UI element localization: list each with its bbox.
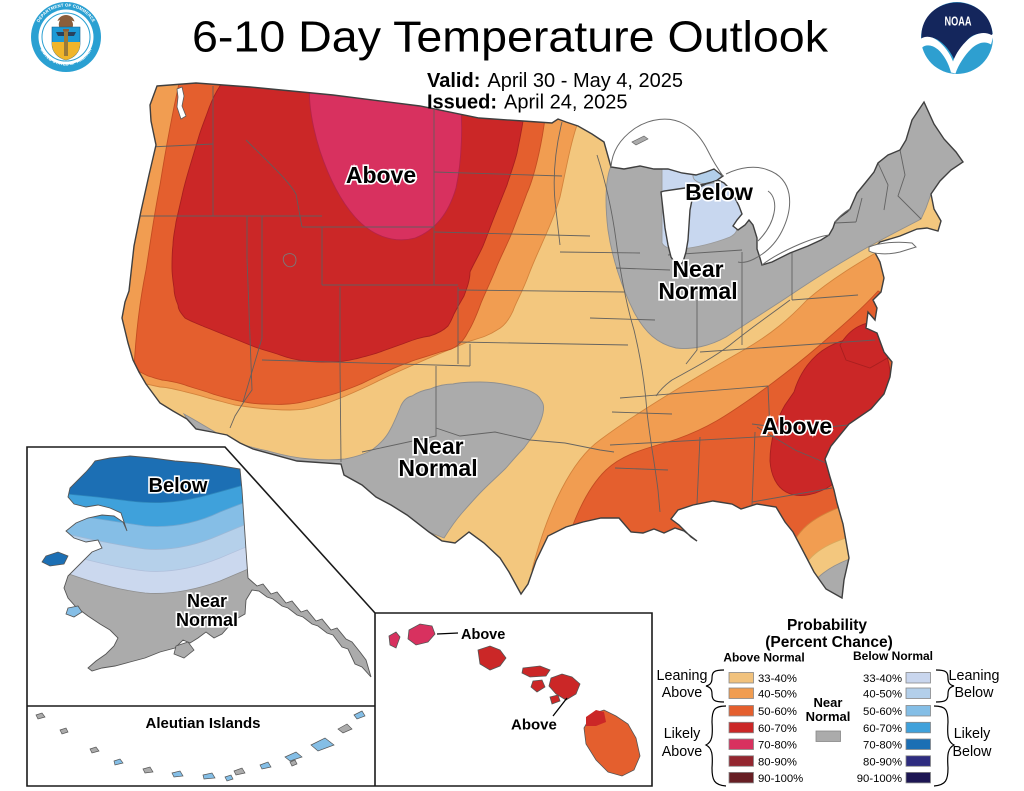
svg-text:90-100%: 90-100% (758, 773, 803, 785)
svg-text:Below: Below (149, 475, 208, 497)
svg-text:Leaning: Leaning (949, 668, 1000, 684)
svg-text:Above: Above (762, 413, 832, 439)
svg-text:Normal: Normal (176, 610, 238, 630)
svg-text:90-100%: 90-100% (857, 773, 902, 785)
svg-text:60-70%: 60-70% (863, 723, 902, 735)
svg-text:80-90%: 80-90% (863, 756, 902, 768)
svg-text:Likely: Likely (664, 726, 701, 742)
svg-text:Normal: Normal (806, 709, 851, 724)
svg-text:Above: Above (662, 744, 703, 760)
svg-text:Normal: Normal (398, 455, 477, 481)
svg-text:Near: Near (814, 695, 843, 710)
svg-text:(Percent Chance): (Percent Chance) (765, 634, 892, 651)
svg-text:Aleutian Islands: Aleutian Islands (145, 715, 260, 732)
svg-text:33-40%: 33-40% (758, 673, 797, 685)
svg-text:33-40%: 33-40% (863, 673, 902, 685)
svg-text:Leaning: Leaning (657, 668, 708, 684)
svg-text:Issued:April 24, 2025: Issued: April 24, 2025 (427, 92, 627, 114)
svg-text:Below: Below (955, 685, 995, 701)
svg-text:Below: Below (953, 744, 993, 760)
svg-text:Above: Above (461, 627, 505, 643)
svg-text:70-80%: 70-80% (863, 740, 902, 752)
svg-text:Above: Above (662, 685, 703, 701)
svg-text:Likely: Likely (954, 726, 991, 742)
svg-text:Valid:April 30 - May 4, 2025: Valid: April 30 - May 4, 2025 (427, 70, 683, 92)
svg-text:Above Normal: Above Normal (723, 651, 804, 665)
svg-text:40-50%: 40-50% (863, 689, 902, 701)
svg-text:80-90%: 80-90% (758, 756, 797, 768)
svg-text:60-70%: 60-70% (758, 723, 797, 735)
svg-text:Below Normal: Below Normal (853, 649, 933, 663)
svg-text:Near: Near (187, 591, 227, 611)
svg-text:Below: Below (685, 179, 753, 205)
svg-text:Normal: Normal (658, 278, 737, 304)
svg-text:Probability: Probability (787, 617, 867, 634)
svg-text:40-50%: 40-50% (758, 689, 797, 701)
svg-text:6-10 Day Temperature Outlook: 6-10 Day Temperature Outlook (192, 13, 829, 62)
svg-text:Near: Near (412, 433, 463, 459)
svg-text:Above: Above (511, 717, 557, 734)
svg-text:Near: Near (672, 256, 723, 282)
svg-text:50-60%: 50-60% (758, 706, 797, 718)
svg-text:70-80%: 70-80% (758, 740, 797, 752)
svg-text:50-60%: 50-60% (863, 706, 902, 718)
svg-text:Above: Above (346, 162, 416, 188)
svg-text:NOAA: NOAA (945, 14, 972, 29)
